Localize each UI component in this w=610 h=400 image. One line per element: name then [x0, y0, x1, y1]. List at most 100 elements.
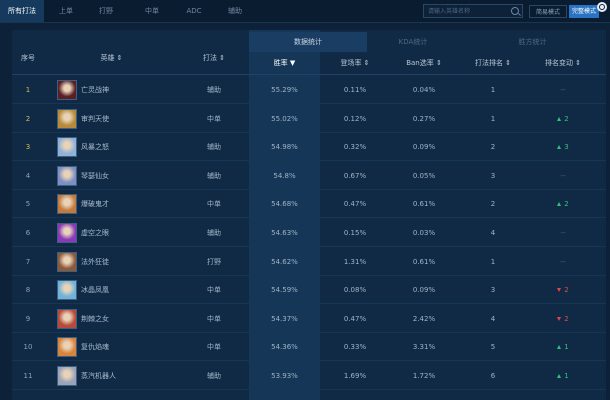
- position-cell: 辅助: [207, 86, 221, 94]
- table-row[interactable]: 2 中单 55.02% 0.12% 0.27% 1 审判天使 2: [12, 105, 606, 133]
- hero-name[interactable]: 冰晶凤凰: [81, 286, 109, 295]
- pick-rate-cell: 0.08%: [343, 286, 367, 295]
- win-rate-cell: 54.63%: [271, 229, 298, 237]
- table-row[interactable]: 8 中单 54.59% 0.08% 0.09% 3 冰晶凤凰 2: [12, 276, 606, 305]
- rank-change-cell: --: [528, 162, 598, 190]
- hero-name[interactable]: 法外狂徒: [81, 257, 109, 266]
- hero-name[interactable]: 爆破鬼才: [81, 200, 109, 209]
- pick-rate-cell: 0.32%: [343, 143, 367, 152]
- hero-name[interactable]: 复仇焰魂: [81, 343, 109, 352]
- arrow-up-icon: [557, 202, 562, 207]
- header-divider: [12, 74, 606, 75]
- hero-avatar[interactable]: [57, 280, 77, 301]
- pick-rate-cell: 0.11%: [343, 86, 367, 94]
- no-change-text: --: [560, 171, 566, 180]
- ban-rate-cell: 0.04%: [412, 86, 436, 94]
- hero-avatar[interactable]: [57, 137, 77, 158]
- tab-win-side-stats[interactable]: 胜方统计: [518, 38, 547, 46]
- position-cell: 辅助: [207, 372, 221, 380]
- table-row[interactable]: 10 中单 54.36% 0.33% 3.31% 5 复仇焰魂 1: [12, 333, 606, 362]
- rank-cell: 1: [25, 86, 31, 94]
- rank-change-value: 1: [564, 343, 569, 352]
- tab-kda-stats[interactable]: KDA统计: [398, 38, 428, 46]
- hero-avatar[interactable]: [57, 251, 77, 272]
- header-position-rank[interactable]: 打法排名 ⇕: [474, 59, 512, 67]
- rank-cell: 8: [25, 286, 31, 295]
- hero-avatar[interactable]: [57, 337, 77, 358]
- hero-name[interactable]: 审判天使: [81, 114, 109, 123]
- table-row[interactable]: 1 辅助 55.29% 0.11% 0.04% 1 亡灵战神 --: [12, 76, 606, 104]
- position-cell: 中单: [207, 314, 221, 323]
- tab-all-positions[interactable]: 所有打法: [0, 0, 44, 22]
- zoom-in-icon[interactable]: [597, 2, 607, 12]
- pick-rate-cell: 0.47%: [343, 314, 367, 323]
- ban-rate-cell: 0.61%: [412, 257, 436, 266]
- full-mode-button[interactable]: 完整模式: [569, 5, 599, 18]
- position-cell: 中单: [207, 200, 221, 209]
- hero-name[interactable]: 亡灵战神: [81, 86, 109, 94]
- hero-avatar[interactable]: [57, 165, 77, 186]
- table-row[interactable]: 5 中单 54.68% 0.47% 0.61% 2 爆破鬼才 2: [12, 190, 606, 219]
- rank-cell: 3: [25, 143, 31, 152]
- table-row[interactable]: 7 打野 54.62% 1.31% 0.61% 1 法外狂徒 --: [12, 248, 606, 276]
- pick-rate-cell: 0.33%: [343, 343, 367, 352]
- rank-change-cell: 1: [528, 333, 598, 361]
- ban-rate-cell: 0.61%: [412, 200, 436, 209]
- position-rank-cell: 1: [490, 257, 496, 266]
- hero-name[interactable]: 蒸汽机器人: [81, 372, 116, 380]
- hero-avatar[interactable]: [57, 366, 77, 386]
- hero-avatar[interactable]: [57, 108, 77, 129]
- win-rate-cell: 54.8%: [273, 171, 296, 180]
- ban-rate-cell: 2.42%: [412, 314, 436, 323]
- search-input[interactable]: [428, 5, 508, 17]
- hero-name[interactable]: 荆棘之女: [81, 314, 109, 323]
- ban-rate-cell: 0.27%: [412, 114, 436, 123]
- hero-avatar[interactable]: [57, 308, 77, 329]
- header-ban-rate[interactable]: Ban选率 ⇕: [406, 59, 442, 67]
- row-divider: [12, 389, 606, 390]
- header-hero[interactable]: 英雄 ⇕: [100, 54, 123, 62]
- ban-rate-cell: 0.09%: [412, 143, 436, 152]
- row-divider: [12, 160, 606, 162]
- rank-change-cell: 2: [528, 305, 598, 333]
- win-rate-cell: 53.93%: [271, 372, 298, 380]
- pick-rate-cell: 0.47%: [343, 200, 367, 209]
- tab-jungle[interactable]: 打野: [99, 7, 113, 15]
- rank-change-cell: 3: [528, 133, 598, 161]
- arrow-up-icon: [557, 116, 562, 121]
- table-row[interactable]: 4 辅助 54.8% 0.67% 0.05% 3 琴瑟仙女 --: [12, 162, 606, 190]
- position-cell: 辅助: [207, 229, 221, 237]
- row-divider: [12, 331, 606, 333]
- position-rank-cell: 5: [490, 343, 496, 352]
- hero-avatar[interactable]: [57, 80, 77, 100]
- hero-name[interactable]: 虚空之眼: [81, 229, 109, 237]
- table-row[interactable]: 3 辅助 54.98% 0.32% 0.09% 2 风暴之怒 3: [12, 133, 606, 162]
- win-rate-cell: 54.59%: [271, 286, 298, 295]
- hero-name[interactable]: 风暴之怒: [81, 143, 109, 152]
- table-row[interactable]: 9 中单 54.37% 0.47% 2.42% 4 荆棘之女 2: [12, 305, 606, 333]
- hero-avatar[interactable]: [57, 223, 77, 243]
- header-position[interactable]: 打法 ⇕: [202, 54, 226, 62]
- header-win-rate[interactable]: 胜率 ▼: [273, 59, 296, 67]
- tab-support[interactable]: 辅助: [228, 7, 242, 15]
- win-rate-cell: 54.62%: [271, 257, 298, 266]
- simple-mode-button[interactable]: 简易模式: [529, 5, 567, 18]
- hero-avatar[interactable]: [57, 194, 77, 215]
- hero-name[interactable]: 琴瑟仙女: [81, 171, 109, 180]
- search-icon[interactable]: [511, 7, 519, 15]
- header-pick-rate[interactable]: 登场率 ⇕: [340, 59, 370, 67]
- position-cell: 打野: [207, 257, 221, 266]
- table-row[interactable]: 6 辅助 54.63% 0.15% 0.03% 4 虚空之眼 --: [12, 219, 606, 247]
- header-rank-change[interactable]: 排名变动 ⇕: [544, 59, 582, 67]
- pick-rate-cell: 1.69%: [343, 372, 367, 380]
- position-rank-cell: 4: [490, 229, 496, 237]
- rank-cell: 6: [25, 229, 31, 237]
- tab-mid[interactable]: 中单: [145, 7, 159, 15]
- rank-cell: 2: [25, 114, 31, 123]
- tab-top[interactable]: 上单: [59, 7, 73, 15]
- ban-rate-cell: 3.31%: [412, 343, 436, 352]
- rank-change-cell: 2: [528, 105, 598, 133]
- tab-data-stats[interactable]: 数据统计: [249, 32, 367, 52]
- table-row[interactable]: 11 辅助 53.93% 1.69% 1.72% 6 蒸汽机器人 1: [12, 362, 606, 390]
- tab-adc[interactable]: ADC: [186, 7, 202, 15]
